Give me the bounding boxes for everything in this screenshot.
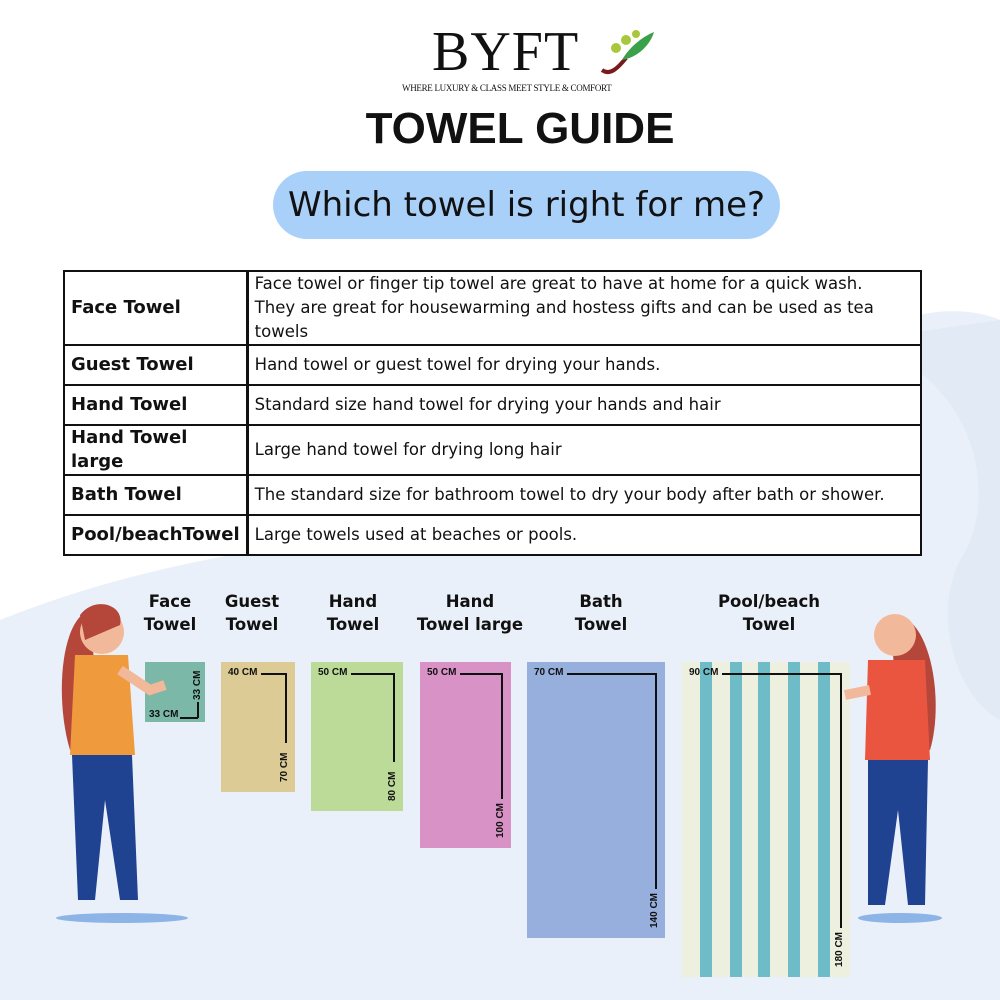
towel-name: Pool/beachTowel [62,514,249,556]
towel-swatch [311,662,403,811]
towel-description: Face towel or finger tip towel are great… [246,270,922,346]
towel-description: The standard size for bathroom towel to … [246,474,922,516]
label-line: Towel large [416,615,524,634]
towel-stripe [700,662,712,977]
label-line: Pool/beach [717,592,821,611]
description-line: Face towel or finger tip towel are great… [254,274,863,293]
towel-swatch [221,662,295,792]
table-row: Hand Towel Standard size hand towel for d… [62,384,922,426]
description-line: They are great for housewarming and host… [254,298,874,341]
towel-name: Face Towel [62,270,249,346]
label-line: Towel [225,615,279,634]
towel-label: Guest Towel [182,590,322,636]
label-line: Towel [574,615,628,634]
table-row: Face Towel Face towel or finger tip towel… [62,270,922,346]
description-line: Large towels used at beaches or pools. [254,525,578,544]
label-line: Towel [143,615,197,634]
towel-name: Bath Towel [62,474,249,516]
towel-name: Hand Towel [62,384,249,426]
brand-tagline: WHERE LUXURY & CLASS MEET STYLE & COMFOR… [402,83,612,93]
towel-swatch [420,662,511,848]
label-line: Bath [579,592,623,611]
towel-label: Bath Towel [531,590,671,636]
towel-stripe [730,662,742,977]
towel-stripe [818,662,830,977]
towel-description: Standard size hand towel for drying your… [246,384,922,426]
width-label: 50 CM [318,667,348,678]
width-label: 70 CM [534,667,564,678]
description-line: Hand towel or guest towel for drying you… [254,355,661,374]
table-row: Pool/beachTowel Large towels used at beac… [62,514,922,556]
towel-label: Hand Towel large [400,590,540,636]
label-line: Hand [445,592,495,611]
subtitle-pill: Which towel is right for me? [273,171,780,239]
towel-swatch [527,662,665,938]
description-line: Standard size hand towel for drying your… [254,395,721,414]
table-row: Guest Towel Hand towel or guest towel for… [62,344,922,386]
table-row: Bath Towel The standard size for bathroom… [62,474,922,516]
towel-label: Hand Towel [283,590,423,636]
towel-label: Face Towel [100,590,240,636]
brand-logo: BYFT [432,21,580,83]
leaf-icon [600,30,654,75]
towel-stripe [788,662,800,977]
width-label: 50 CM [427,667,457,678]
towel-description: Large hand towel for drying long hair [246,424,922,476]
towel-description: Large towels used at beaches or pools. [246,514,922,556]
label-line: Face [148,592,192,611]
description-line: Large hand towel for drying long hair [254,440,562,459]
label-line: Hand [328,592,378,611]
table-row: Hand Towel large Large hand towel for dry… [62,424,922,476]
towel-table: Face Towel Face towel or finger tip towel… [62,270,922,556]
towel-name: Hand Towel large [62,424,249,476]
towel-stripe [758,662,770,977]
width-label: 33 CM [149,709,179,720]
towel-description: Hand towel or guest towel for drying you… [246,344,922,386]
label-line: Towel [742,615,796,634]
width-label: 90 CM [689,667,719,678]
towel-name: Guest Towel [62,344,249,386]
towel-label: Pool/beach Towel [699,590,839,636]
label-line: Guest [224,592,280,611]
description-line: The standard size for bathroom towel to … [254,485,885,504]
label-line: Towel [326,615,380,634]
width-label: 40 CM [228,667,258,678]
page-title: TOWEL GUIDE [365,104,675,153]
